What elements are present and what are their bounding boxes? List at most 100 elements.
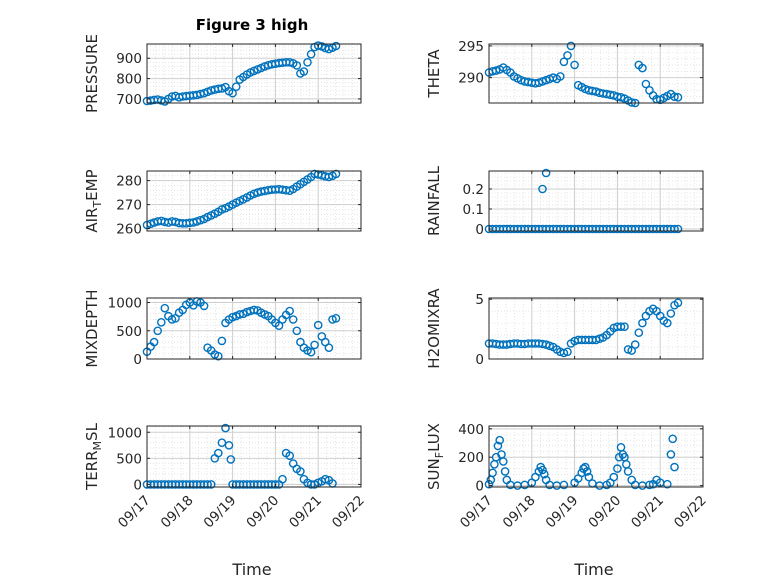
x-tick-label: 09/18 [158, 493, 197, 532]
data-point [570, 60, 579, 70]
y-tick-label: 200 [458, 450, 484, 466]
y-axis-label: MIXDEPTH [83, 289, 101, 367]
data-point [556, 72, 565, 81]
y-axis-label: PRESSURE [83, 34, 101, 113]
axes-box [488, 170, 704, 232]
data-point [313, 41, 323, 50]
data-point [670, 92, 679, 101]
axes-box [146, 170, 362, 232]
x-tick-label: 09/21 [628, 493, 667, 532]
subplot-8: 0 200 400 09/17 09/18 09/19 09/20 09/21 09/22 SUN… [425, 422, 710, 532]
x-tick-label: 09/21 [286, 493, 325, 532]
axes-background [147, 298, 361, 359]
x-tick-label: 09/20 [243, 493, 282, 532]
axes-background [489, 171, 703, 231]
data-point [500, 467, 510, 476]
data-point [559, 480, 569, 490]
y-axis-label: AIRTEMP [83, 169, 104, 232]
y-tick-label: 400 [458, 422, 484, 438]
data-point [623, 345, 633, 354]
data-series [484, 168, 683, 234]
data-point [630, 340, 640, 349]
data-point [545, 341, 554, 351]
x-tick-label: 09/19 [543, 493, 582, 532]
x-tick-label: 09/19 [201, 493, 240, 532]
data-point [313, 320, 323, 330]
y-tick-label: 270 [116, 198, 142, 214]
data-point [213, 448, 223, 458]
data-point [299, 67, 309, 76]
x-axis-label-right: Time [573, 560, 613, 579]
data-series [142, 423, 337, 489]
y-tick-label: 5 [475, 292, 484, 308]
y-tick-label: 0 [475, 222, 484, 238]
axes-box [146, 425, 362, 488]
data-point [541, 168, 551, 178]
data-point [228, 312, 237, 322]
data-point [491, 66, 501, 75]
axes-background [147, 426, 361, 487]
y-tick-label: 0.1 [463, 202, 484, 218]
data-point [278, 474, 287, 484]
data-point [292, 61, 302, 70]
axes-background [489, 298, 703, 359]
data-point [634, 328, 644, 338]
data-point [310, 340, 319, 350]
x-tick-label: 09/22 [329, 493, 368, 532]
data-point [285, 306, 295, 316]
y-tick-label: 500 [116, 324, 142, 340]
y-axis-label: THETA [425, 49, 443, 99]
data-point [666, 309, 676, 318]
data-point [620, 322, 629, 332]
x-tick-label: 09/20 [585, 493, 624, 532]
y-tick-label: 295 [458, 39, 484, 55]
data-point [324, 343, 334, 353]
data-series [484, 434, 679, 490]
y-tick-label: 1000 [108, 425, 142, 441]
data-point [231, 82, 241, 91]
data-point [663, 479, 672, 489]
x-tick-label: 09/22 [671, 493, 710, 532]
y-tick-label: 280 [116, 174, 142, 190]
y-axis-label: TERRMSL [83, 422, 104, 491]
data-point [623, 467, 633, 476]
subplot-6: 0 5 H2OMIXRA [425, 288, 704, 369]
data-point [217, 438, 227, 448]
data-point [149, 337, 159, 347]
data-point [670, 462, 679, 472]
data-point [306, 347, 316, 357]
data-point [673, 93, 683, 102]
figure-title: Figure 3 high [196, 16, 309, 34]
data-point [616, 322, 626, 332]
data-point [609, 472, 619, 482]
data-point [638, 318, 647, 328]
y-axis-label: RAINFALL [425, 165, 443, 236]
data-point [331, 169, 341, 179]
y-tick-label: 0 [475, 479, 484, 495]
data-point [538, 465, 547, 475]
subplot-4: 0 0.1 0.2 RAINFALL [425, 165, 704, 238]
data-point [493, 441, 503, 451]
axes-box [488, 425, 704, 488]
data-point [563, 347, 572, 357]
axes-box [488, 43, 704, 104]
data-point [613, 464, 622, 473]
y-tick-label: 900 [116, 51, 142, 67]
data-point [668, 434, 678, 444]
data-point [645, 480, 654, 490]
data-point [331, 313, 341, 323]
data-point [153, 326, 162, 336]
data-point [292, 326, 302, 336]
data-point [271, 480, 280, 489]
data-point [331, 41, 341, 51]
y-tick-label: 0.2 [463, 182, 484, 198]
data-point [199, 301, 209, 311]
y-tick-label: 800 [116, 72, 142, 88]
data-point [306, 49, 316, 59]
data-point [538, 77, 547, 86]
y-tick-label: 500 [116, 451, 142, 467]
data-point [160, 303, 170, 313]
data-point [274, 321, 284, 331]
data-point [217, 336, 227, 346]
data-series [484, 41, 683, 108]
